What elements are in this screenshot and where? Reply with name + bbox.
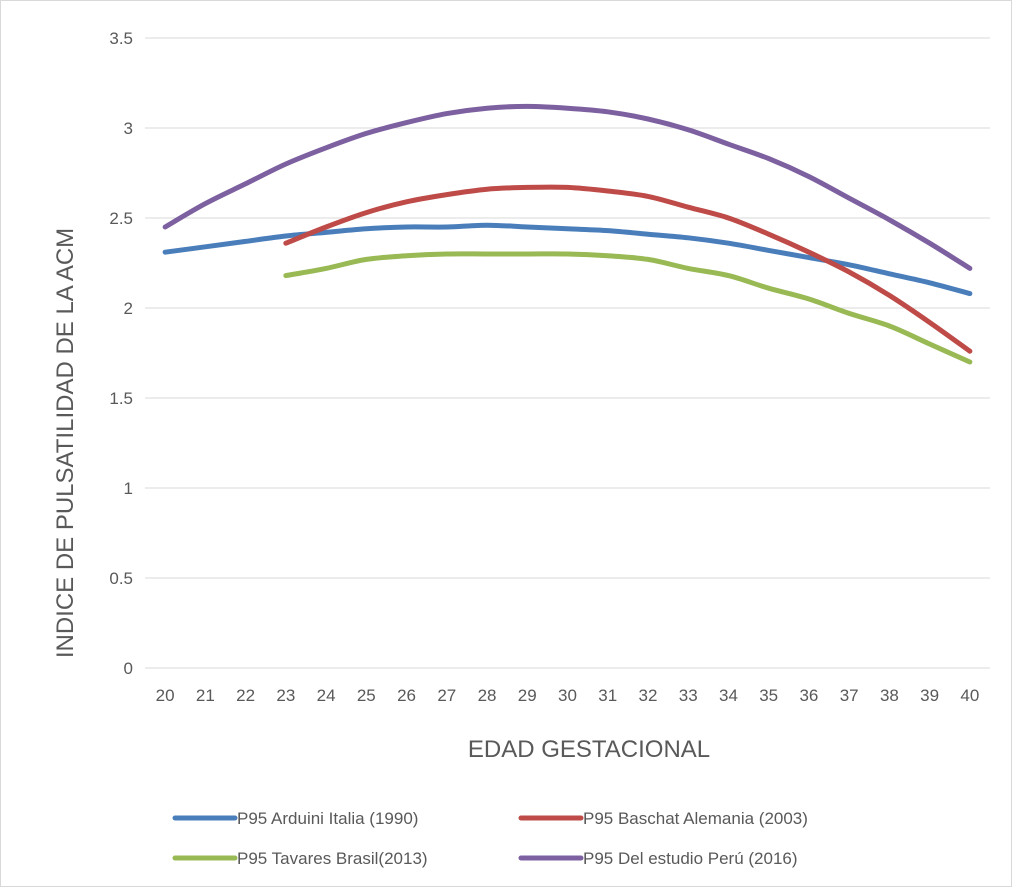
x-tick-label: 28 xyxy=(478,686,497,705)
x-tick-label: 22 xyxy=(236,686,255,705)
y-tick-labels: 0 0.5 1 1.5 2 2.5 3 3.5 xyxy=(109,29,133,678)
x-tick-label: 26 xyxy=(397,686,416,705)
series-line-1 xyxy=(162,222,973,297)
legend-label: P95 Del estudio Perú (2016) xyxy=(583,849,798,868)
legend-label: P95 Tavares Brasil(2013) xyxy=(237,849,428,868)
y-tick-label: 2.5 xyxy=(109,209,133,228)
x-tick-label: 39 xyxy=(920,686,939,705)
series-lines xyxy=(162,103,973,365)
x-tick-label: 32 xyxy=(639,686,658,705)
y-tick-label: 3.5 xyxy=(109,29,133,48)
y-tick-label: 2 xyxy=(124,299,133,318)
x-tick-label: 36 xyxy=(799,686,818,705)
x-tick-label: 31 xyxy=(598,686,617,705)
x-tick-label: 27 xyxy=(437,686,456,705)
x-tick-label: 40 xyxy=(960,686,979,705)
x-tick-label: 37 xyxy=(840,686,859,705)
legend: P95 Arduini Italia (1990) P95 Baschat Ale… xyxy=(172,809,808,868)
x-tick-label: 33 xyxy=(679,686,698,705)
y-tick-label: 3 xyxy=(124,119,133,138)
series-line-4 xyxy=(162,103,973,271)
legend-label: P95 Arduini Italia (1990) xyxy=(237,809,418,828)
x-tick-label: 23 xyxy=(276,686,295,705)
x-tick-label: 38 xyxy=(880,686,899,705)
legend-item: P95 Arduini Italia (1990) xyxy=(172,809,418,828)
gridlines xyxy=(145,37,990,669)
series-line-3 xyxy=(283,251,973,365)
y-tick-label: 0 xyxy=(124,659,133,678)
x-tick-label: 21 xyxy=(196,686,215,705)
legend-item: P95 Baschat Alemania (2003) xyxy=(518,809,808,828)
y-tick-label: 1 xyxy=(124,479,133,498)
x-tick-label: 25 xyxy=(357,686,376,705)
y-tick-label: 1.5 xyxy=(109,389,133,408)
x-tick-label: 30 xyxy=(558,686,577,705)
x-axis-title: EDAD GESTACIONAL xyxy=(468,736,710,763)
x-tick-labels: 20 21 22 23 24 25 26 27 28 29 30 31 32 33 34 35 36 37 38 39… xyxy=(156,686,980,705)
y-axis-title: INDICE DE PULSATILIDAD DE LA ACM xyxy=(52,228,79,658)
legend-label: P95 Baschat Alemania (2003) xyxy=(583,809,808,828)
x-tick-label: 20 xyxy=(156,686,175,705)
x-tick-label: 29 xyxy=(518,686,537,705)
series-line-2 xyxy=(283,184,973,354)
x-tick-label: 24 xyxy=(317,686,336,705)
legend-item: P95 Tavares Brasil(2013) xyxy=(172,849,428,868)
y-tick-label: 0.5 xyxy=(109,569,133,588)
legend-item: P95 Del estudio Perú (2016) xyxy=(518,849,798,868)
x-tick-label: 34 xyxy=(719,686,738,705)
x-tick-label: 35 xyxy=(759,686,778,705)
